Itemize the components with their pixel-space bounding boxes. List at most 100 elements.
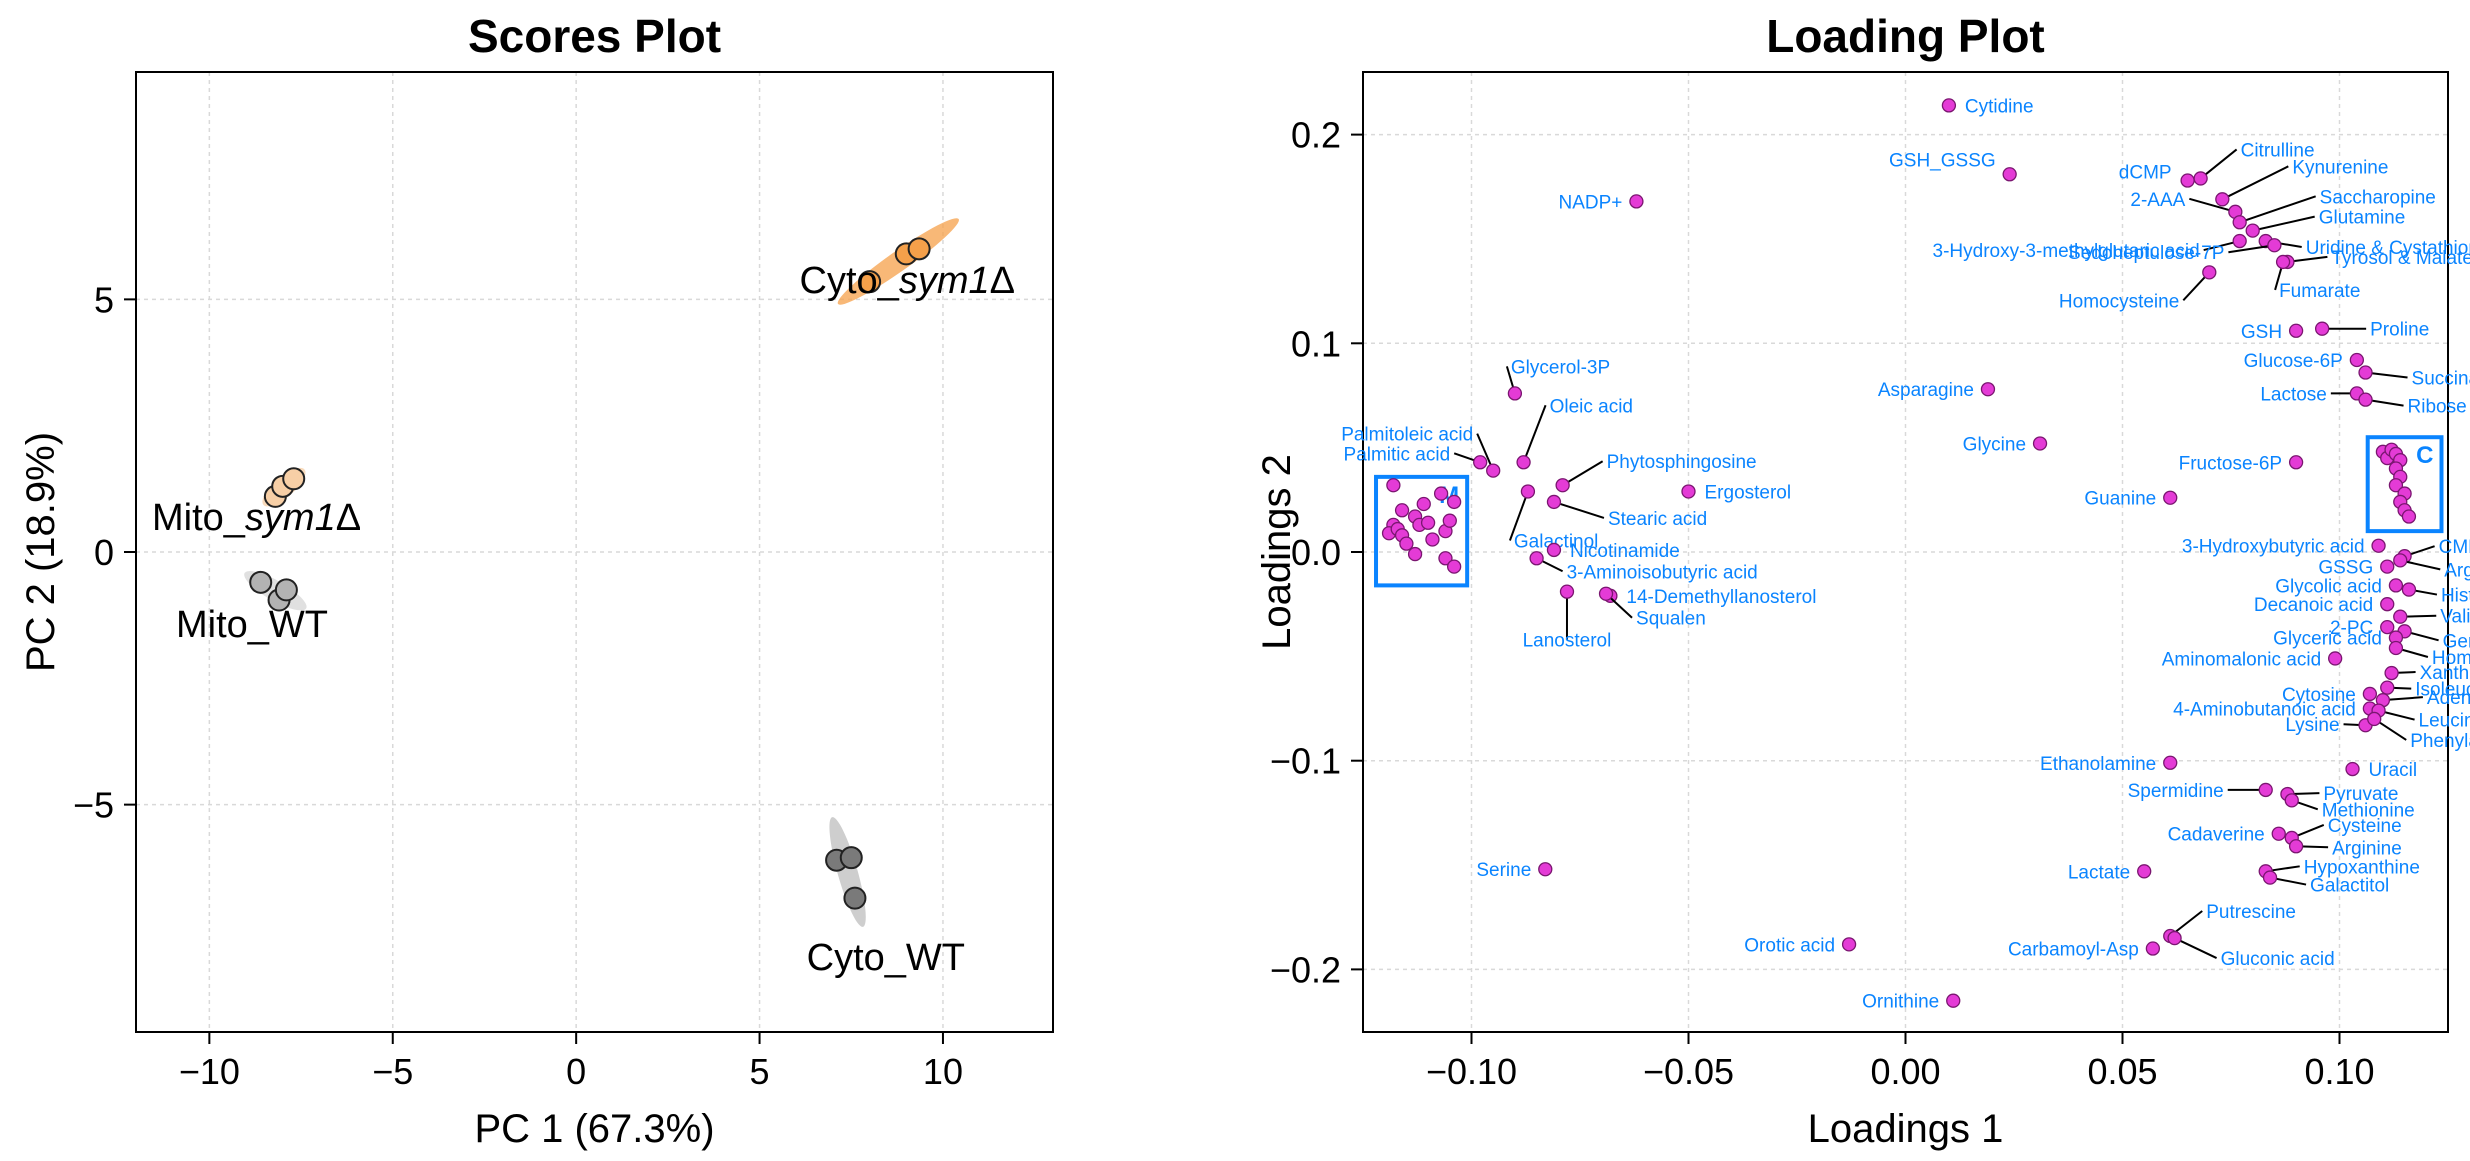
loading-label-argininosuccinate: Argininosuccinate xyxy=(2444,560,2470,581)
loading-label-2-pc: 2-PC xyxy=(2330,618,2373,639)
group-label-prefix: Cyto_WT xyxy=(807,937,965,979)
loading-point-asparagine xyxy=(1980,382,1996,397)
loading-point-boxed xyxy=(1416,496,1431,512)
loading-point-glycerol-3p xyxy=(1507,386,1523,401)
loading-label-fructose-6p: Fructose-6P xyxy=(2179,453,2282,474)
loading-label-2-aaa: 2-AAA xyxy=(2130,190,2185,211)
group-label-suffix: Δ xyxy=(336,497,361,539)
loading-point-spermidine xyxy=(2258,782,2273,798)
loading-label-cmp: CMP xyxy=(2439,537,2470,558)
loading-point-uracil xyxy=(2345,761,2360,777)
loading-point-gluconic-acid xyxy=(2167,930,2182,946)
loading-tick-label-x: 0.05 xyxy=(2087,1051,2157,1092)
loading-point-3-hydroxy-3-methylglutaric-acid xyxy=(2232,233,2247,249)
loading-point-2-pc xyxy=(2380,619,2395,635)
scores-group-label-mito-sym1: Mito_sym1Δ xyxy=(152,497,361,539)
loading-label-14-demethyllanosterol: 14-Demethyllanosterol xyxy=(1626,587,1816,608)
loading-label-glucose-6p: Glucose-6P xyxy=(2244,351,2343,372)
loading-label-gsh: GSH xyxy=(2241,322,2282,343)
loading-point-phytosphingosine xyxy=(1555,478,1570,493)
loading-point-fructose-6p xyxy=(2288,455,2304,470)
scores-group-label-cyto-sym1: Cyto_sym1Δ xyxy=(800,260,1015,302)
loading-label-glyceric-acid: Glyceric acid xyxy=(2273,629,2382,650)
loading-plot: Loading Plot −0.10 −0.05 0.00 0.05 0.10 −0.2 −0… xyxy=(1255,10,2470,1151)
loading-point-homocysteine xyxy=(2202,265,2217,280)
loading-point-glycine xyxy=(2032,436,2048,451)
loading-label-succinate: Succinate xyxy=(2412,369,2470,390)
loading-tick-label-y: 0.2 xyxy=(1291,115,1341,156)
loading-label-proline: Proline xyxy=(2370,320,2429,341)
loading-label-palmitic-acid: Palmitic acid xyxy=(1344,444,1451,465)
loading-title: Loading Plot xyxy=(1766,10,2045,62)
loading-label-citrulline: Citrulline xyxy=(2241,140,2315,161)
loading-label-asparagine: Asparagine xyxy=(1878,380,1974,401)
scores-tick-label-x: −5 xyxy=(372,1051,413,1092)
loading-label-phenylalanine: Phenylalanine xyxy=(2410,731,2470,752)
loading-label-ergosterol: Ergosterol xyxy=(1705,482,1792,503)
loading-label-methionine: Methionine xyxy=(2322,800,2415,821)
scores-ellipse-cyto-wt xyxy=(829,817,866,927)
loading-point-histidine xyxy=(2401,582,2417,597)
loading-point-boxed xyxy=(1425,532,1440,547)
loading-tick-label-y: −0.2 xyxy=(1270,949,1341,990)
leader-line-galactinol xyxy=(1508,491,1529,541)
scores-tick-label-x: 0 xyxy=(566,1051,586,1092)
loading-point-lanosterol xyxy=(1559,584,1575,599)
loading-point-3-hydroxybutyric-acid xyxy=(2371,538,2386,553)
loading-label-glycine: Glycine xyxy=(1963,434,2026,455)
scores-title: Scores Plot xyxy=(468,10,721,62)
scores-point-cyto-sym1 xyxy=(907,237,931,261)
loading-label-tyrosol-malate: Tyrosol & Malate xyxy=(2331,248,2470,269)
loading-label-isoleucine: Isoleucine xyxy=(2415,680,2470,701)
loading-label-oleic-acid: Oleic acid xyxy=(1550,396,1633,417)
loading-point-sedoheptulose-7p xyxy=(2267,238,2282,253)
loading-label-lanosterol: Lanosterol xyxy=(1523,631,1612,652)
loading-point-aminomalonic-acid xyxy=(2328,651,2343,666)
scores-group-label-mito-wt: Mito_WT xyxy=(176,604,328,646)
loading-point-stearic-acid xyxy=(1546,494,1562,510)
loading-point-oleic-acid xyxy=(1516,455,1531,470)
loading-point-dcmp xyxy=(2180,173,2195,188)
loading-label-kynurenine: Kynurenine xyxy=(2292,157,2388,178)
loading-point-xanthine xyxy=(2384,665,2399,681)
loading-point-boxed xyxy=(1394,503,1410,518)
loading-label-histidine: Histidine xyxy=(2441,586,2470,607)
loading-point-citrulline xyxy=(2193,171,2208,186)
loading-point-ribose xyxy=(2358,392,2373,407)
loading-box-m xyxy=(1374,474,1470,588)
leader-line-sedoheptulose-7p xyxy=(2228,244,2275,254)
loading-point-ethanolamine xyxy=(2163,755,2178,770)
loading-label-gssg: GSSG xyxy=(2318,558,2373,579)
loading-point-fumarate xyxy=(2275,254,2291,270)
loading-point-cytidine xyxy=(1941,98,1957,113)
loading-point-glycolic-acid xyxy=(2388,578,2404,593)
loading-point-cytosine xyxy=(2362,686,2378,702)
loading-point-boxed xyxy=(1446,559,1462,574)
loading-point-ergosterol xyxy=(1681,484,1696,499)
scores-point-cyto-wt xyxy=(839,846,863,870)
loading-label-galactinol: Galactinol xyxy=(1514,531,1599,552)
loading-label-xanthine: Xanthine xyxy=(2420,663,2470,684)
loading-label-saccharopine: Saccharopine xyxy=(2320,187,2436,208)
loading-label-leucine: Leucine xyxy=(2419,711,2470,732)
loading-label-cadaverine: Cadaverine xyxy=(2168,825,2265,846)
leader-line-kynurenine xyxy=(2221,165,2289,201)
scores-point-cyto-sym1 xyxy=(858,270,882,294)
loading-point-squalen xyxy=(1598,586,1614,601)
loading-label-nadp: NADP+ xyxy=(1559,192,1623,213)
loading-label-uridine-cystathionine: Uridine & Cystathionine xyxy=(2306,238,2470,259)
loading-point-ornithine xyxy=(1946,993,1961,1008)
loading-point-kynurenine xyxy=(2215,192,2230,207)
scores-point-mito-wt xyxy=(249,570,273,594)
scores-tick-label-x: 10 xyxy=(923,1051,963,1092)
loading-tick-label-y: −0.1 xyxy=(1270,741,1341,782)
loading-point-valine xyxy=(2393,609,2408,624)
loading-label-dcmp: dCMP xyxy=(2119,163,2172,184)
loading-point-boxed xyxy=(1442,513,1457,528)
loading-tick-label-x: −0.05 xyxy=(1643,1051,1734,1092)
loading-label-cytosine: Cytosine xyxy=(2282,685,2356,706)
loading-label-guanine: Guanine xyxy=(2084,489,2156,510)
loading-point-glucose-6p xyxy=(2349,352,2365,368)
leader-line-glutamine xyxy=(2252,215,2315,232)
loading-label-glycolic-acid: Glycolic acid xyxy=(2275,576,2382,597)
